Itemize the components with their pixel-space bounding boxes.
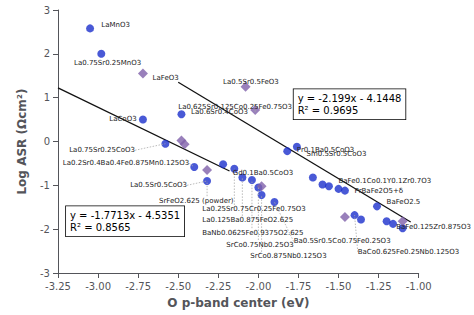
svg-text:BaFe0.125Zr0.875O3: BaFe0.125Zr0.875O3 xyxy=(396,223,471,231)
svg-text:3: 3 xyxy=(44,5,50,16)
svg-text:SrCo0.75Nb0.25O3: SrCo0.75Nb0.25O3 xyxy=(226,241,293,249)
svg-text:Log ASR (Ωcm²): Log ASR (Ωcm²) xyxy=(15,88,29,194)
svg-text:-3: -3 xyxy=(40,268,50,279)
svg-text:-3.00: -3.00 xyxy=(85,281,111,292)
svg-text:LaMnO3: LaMnO3 xyxy=(101,21,130,29)
svg-text:-2.50: -2.50 xyxy=(165,281,191,292)
svg-text:y = -2.199x - 4.1448: y = -2.199x - 4.1448 xyxy=(298,93,402,104)
svg-text:-2: -2 xyxy=(40,224,50,235)
svg-text:SrFeO2.625 (powder): SrFeO2.625 (powder) xyxy=(159,197,234,205)
svg-text:0: 0 xyxy=(44,136,50,147)
svg-text:LaCoO3: LaCoO3 xyxy=(109,115,136,123)
svg-text:BaNb0.0625Fe0.9375O2.625: BaNb0.0625Fe0.9375O2.625 xyxy=(202,229,303,237)
svg-text:LaFeO3: LaFeO3 xyxy=(153,74,179,82)
svg-text:La0.75Sr0.25MnO3: La0.75Sr0.25MnO3 xyxy=(74,59,141,67)
svg-text:Gd0.1Ba0.5CoO3: Gd0.1Ba0.5CoO3 xyxy=(233,169,293,177)
svg-text:-2.00: -2.00 xyxy=(245,281,271,292)
svg-text:-2.25: -2.25 xyxy=(205,281,231,292)
svg-text:2: 2 xyxy=(44,48,50,59)
svg-text:R² = 0.8565: R² = 0.8565 xyxy=(70,222,131,233)
svg-text:R² = 0.9695: R² = 0.9695 xyxy=(298,105,359,116)
svg-text:Ba0.5Sr0.5Co0.75Fe0.25O3: Ba0.5Sr0.5Co0.75Fe0.25O3 xyxy=(294,237,391,245)
svg-text:-1: -1 xyxy=(40,180,50,191)
svg-text:BaFeO2.5: BaFeO2.5 xyxy=(387,198,421,206)
svg-text:-2.75: -2.75 xyxy=(125,281,151,292)
svg-text:La0.25Sr0.75Cr0.25Fe0.75O3: La0.25Sr0.75Cr0.25Fe0.75O3 xyxy=(202,205,306,213)
svg-text:BaCo0.625Fe0.25Nb0.125O3: BaCo0.625Fe0.25Nb0.125O3 xyxy=(358,248,460,256)
svg-text:-1.75: -1.75 xyxy=(286,281,312,292)
svg-text:BaFe0.1Co0.1Y0.1Zr0.7O3: BaFe0.1Co0.1Y0.1Zr0.7O3 xyxy=(339,177,432,185)
svg-text:PrBaFe2O5+δ: PrBaFe2O5+δ xyxy=(355,187,404,195)
svg-text:Sm0.5Sr0.5CoO3: Sm0.5Sr0.5CoO3 xyxy=(306,150,366,158)
svg-text:O p-band center (eV): O p-band center (eV) xyxy=(167,296,309,310)
svg-text:-1.50: -1.50 xyxy=(326,281,352,292)
svg-text:1: 1 xyxy=(44,92,50,103)
svg-text:SrCo0.875Nb0.125O3: SrCo0.875Nb0.125O3 xyxy=(250,252,326,260)
svg-text:La0.625Sr0.125Co0.25Fe0.75O3: La0.625Sr0.125Co0.25Fe0.75O3 xyxy=(178,103,292,111)
svg-text:La0.5Sr0.5CoO3: La0.5Sr0.5CoO3 xyxy=(130,181,187,189)
svg-text:La0.75Sr0.25CoO3: La0.75Sr0.25CoO3 xyxy=(69,146,135,154)
svg-text:y = -1.7713x - 4.5351: y = -1.7713x - 4.5351 xyxy=(70,210,180,221)
svg-text:-3.25: -3.25 xyxy=(45,281,71,292)
svg-text:La0.2Sr0.4Ba0.4Fe0.875Mn0.125O: La0.2Sr0.4Ba0.4Fe0.875Mn0.125O3 xyxy=(63,159,189,167)
svg-text:La0.6Sr0.4CoO3: La0.6Sr0.4CoO3 xyxy=(191,107,248,116)
svg-text:-1.00: -1.00 xyxy=(406,281,432,292)
svg-text:La0.125Ba0.875FeO2.625: La0.125Ba0.875FeO2.625 xyxy=(202,216,293,224)
svg-text:La0.5Sr0.5FeO3: La0.5Sr0.5FeO3 xyxy=(223,78,279,86)
svg-text:-1.25: -1.25 xyxy=(366,281,392,292)
